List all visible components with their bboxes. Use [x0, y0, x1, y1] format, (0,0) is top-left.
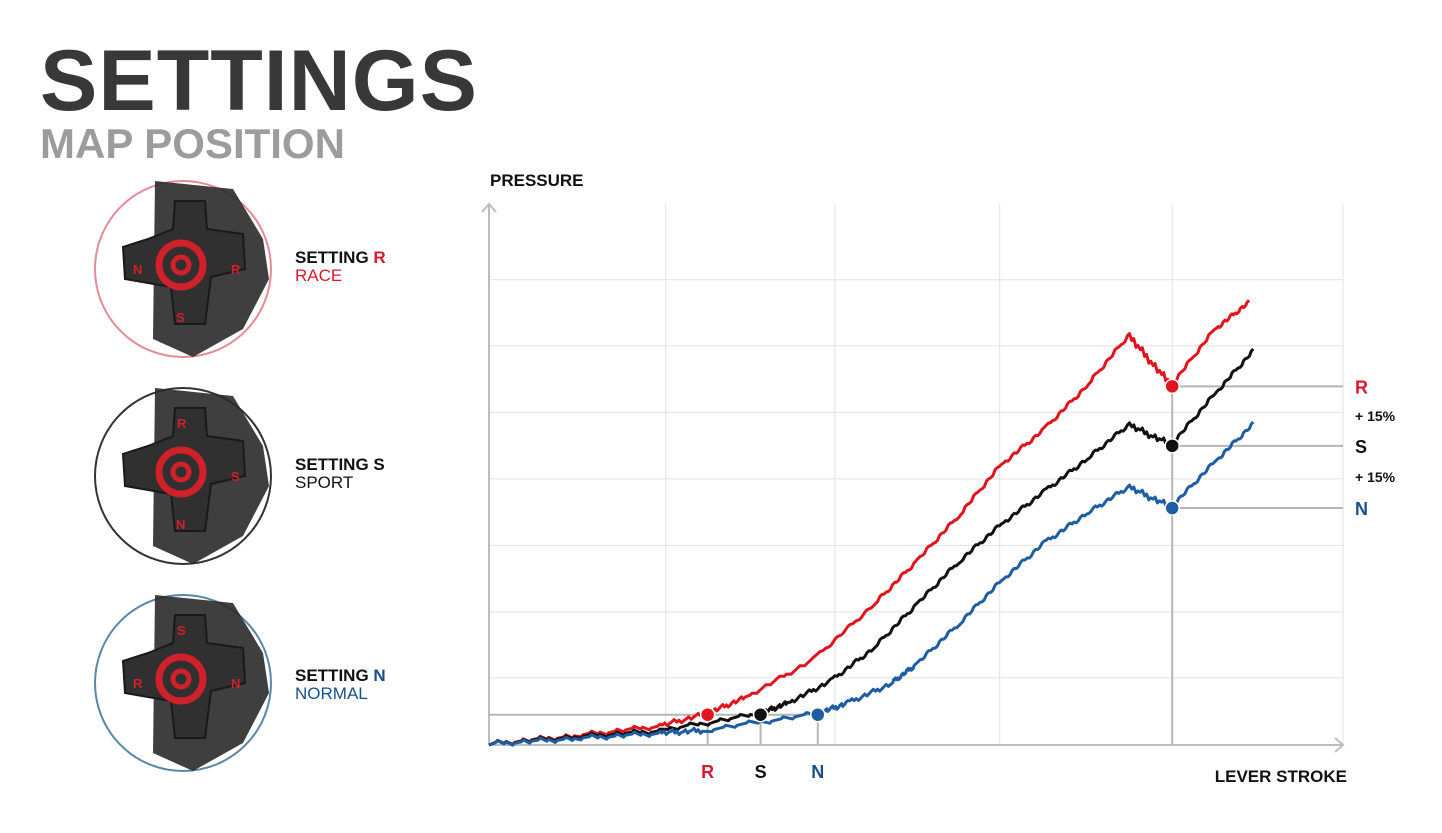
chart-guides — [489, 385, 1343, 745]
x-axis-arrow — [1334, 737, 1345, 753]
series-line-s — [488, 347, 1255, 747]
marker-r-3 — [1164, 378, 1180, 395]
knob-sport-letter-right: S — [231, 469, 240, 484]
knob-normal-letter-left: R — [133, 676, 143, 691]
marker-s-4 — [1164, 438, 1180, 454]
chart-labels: R S N R S N + 15% + 15% — [701, 377, 1396, 782]
marker-s-1 — [752, 706, 769, 723]
knob-sport-image: R S N — [94, 387, 272, 565]
knob-sport-letter-bottom: N — [176, 517, 185, 532]
marker-n-2 — [810, 706, 826, 723]
setting-race-name: RACE — [295, 266, 343, 285]
setting-race-prefix: SETTING — [295, 248, 374, 267]
increment-label-0: + 15% — [1355, 408, 1396, 424]
increment-label-1: + 15% — [1355, 469, 1396, 485]
x-axis-label: LEVER STROKE — [1215, 767, 1347, 786]
marker-n-5 — [1164, 500, 1180, 516]
chart-series — [488, 299, 1255, 747]
series-line-r — [488, 299, 1251, 747]
right-label-n: N — [1355, 499, 1368, 519]
knob-normal-letter-top: S — [177, 623, 186, 638]
knob-race-image: N R S — [94, 180, 272, 358]
setting-normal-prefix: SETTING — [295, 666, 374, 685]
chart-markers — [699, 378, 1180, 723]
knob-race-letter-bottom: S — [176, 310, 185, 325]
x-marker-label-s: S — [755, 762, 767, 782]
setting-normal-label: SETTING N NORMAL — [295, 667, 386, 703]
knob-normal-image: S R N — [94, 594, 272, 772]
knob-race-letter-left: N — [133, 262, 142, 277]
x-marker-label-r: R — [701, 762, 714, 782]
setting-sport-letter: S — [373, 455, 385, 474]
series-line-n — [488, 420, 1255, 747]
right-label-r: R — [1355, 377, 1368, 397]
setting-sport-prefix: SETTING — [295, 455, 374, 474]
setting-sport-label: SETTING S SPORT — [295, 456, 385, 492]
page-title: SETTINGS — [40, 33, 479, 129]
knob-normal-letter-right: N — [231, 676, 240, 691]
chart-axes — [481, 202, 1345, 753]
y-axis-label: PRESSURE — [490, 171, 584, 190]
marker-r-0 — [699, 706, 716, 723]
page-subtitle: MAP POSITION — [40, 120, 345, 167]
setting-race-label: SETTING R RACE — [295, 249, 386, 285]
y-axis-arrow — [481, 202, 497, 213]
setting-normal-letter: N — [373, 666, 386, 685]
setting-sport-name: SPORT — [295, 473, 354, 492]
setting-race-letter: R — [373, 248, 386, 267]
knob-race-letter-right: R — [231, 262, 241, 277]
right-label-s: S — [1355, 437, 1367, 457]
setting-normal-name: NORMAL — [295, 684, 368, 703]
x-marker-label-n: N — [811, 762, 824, 782]
knob-sport-letter-top: R — [177, 416, 187, 431]
